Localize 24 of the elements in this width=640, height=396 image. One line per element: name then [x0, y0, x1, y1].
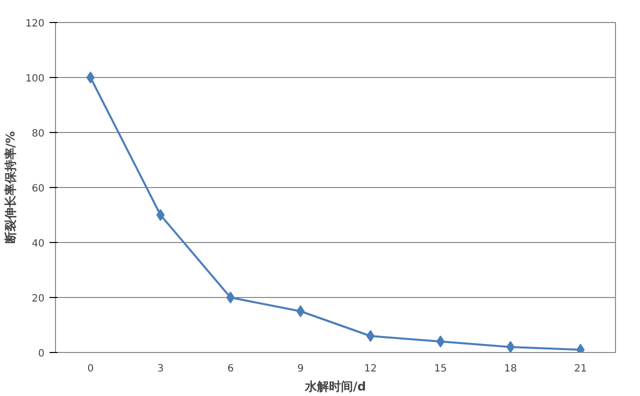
x-axis-title: 水解时间/d — [304, 380, 366, 394]
y-tick-label: 0 — [38, 348, 45, 360]
y-tick-label: 20 — [32, 294, 45, 304]
y-tick-label: 60 — [32, 184, 45, 194]
x-tick-label: 12 — [364, 364, 377, 374]
point — [436, 336, 445, 348]
x-tick-label: 0 — [87, 364, 94, 374]
point — [296, 305, 305, 318]
y-tick-label: 120 — [25, 18, 45, 30]
y-axis-title: 断裂伸长率保持率/% — [3, 131, 18, 244]
x-tick-label: 15 — [434, 364, 447, 374]
point — [156, 209, 165, 221]
point — [506, 341, 515, 352]
x-tick-label: 9 — [297, 364, 304, 374]
x-tick-label: 18 — [504, 364, 517, 374]
point — [86, 72, 95, 84]
y-tick-label: 80 — [32, 128, 45, 140]
x-tick-label: 3 — [157, 364, 164, 374]
y-tick-label: 100 — [25, 74, 45, 84]
y-tick-label: 40 — [32, 238, 45, 250]
x-tick-label: 21 — [574, 364, 587, 374]
x-tick-label: 6 — [227, 364, 234, 374]
point — [366, 330, 375, 342]
point — [226, 292, 235, 304]
